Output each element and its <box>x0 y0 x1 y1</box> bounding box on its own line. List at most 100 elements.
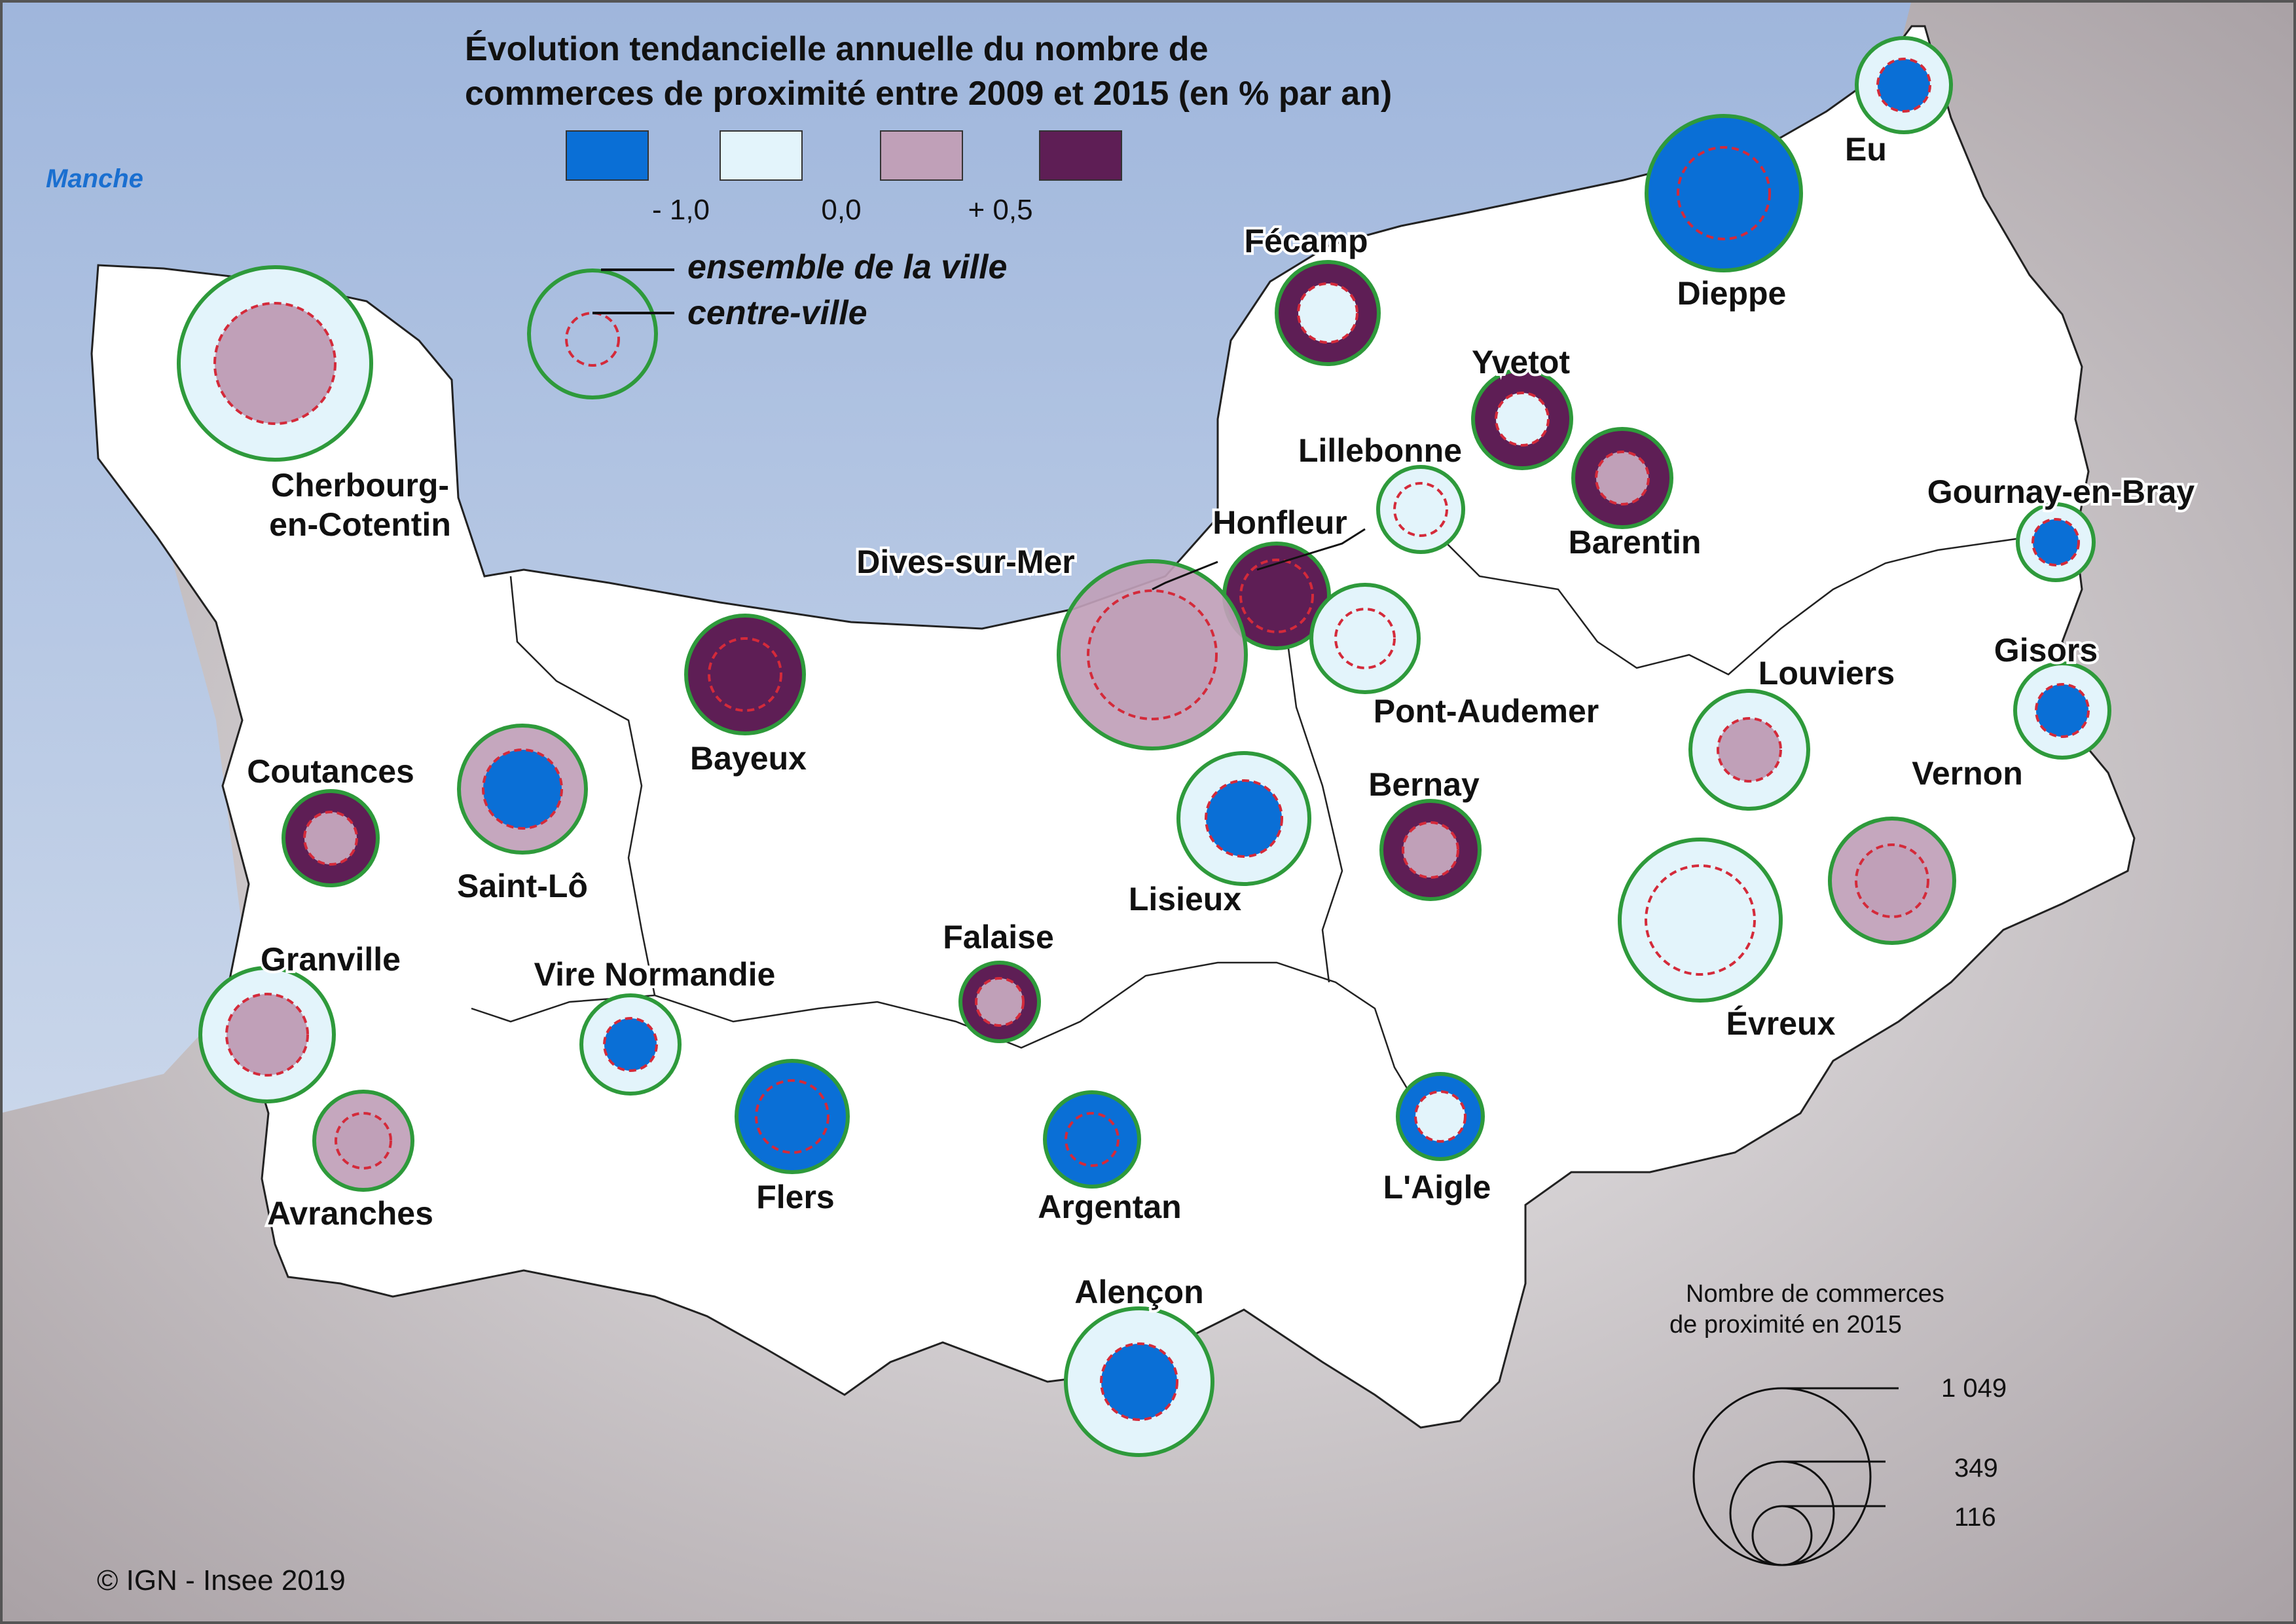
city-label: Bayeux <box>690 740 807 777</box>
city-label: Évreux <box>1726 1005 1836 1042</box>
city-label: Gournay-en-Bray <box>1927 473 2195 510</box>
city-bayeux: Bayeux <box>684 614 809 779</box>
size-legend-value-small: 116 <box>1954 1503 1996 1532</box>
city-centre-circle <box>708 637 782 712</box>
city-centre-circle <box>1595 451 1650 506</box>
city-centre-circle <box>2035 683 2090 738</box>
legend-title-line1: Évolution tendancielle annuelle du nombr… <box>465 30 1209 68</box>
city-gisors: Gisors <box>1992 629 2111 760</box>
size-legend-title-line2: de proximité en 2015 <box>1669 1311 1902 1338</box>
city-label: Pont-Audemer <box>1374 693 1599 729</box>
city-honfleur: Honfleur <box>1210 502 1350 650</box>
city-l-aigle: L'Aigle <box>1381 1072 1493 1208</box>
department-borders <box>471 536 2075 1101</box>
city-vire-normandie: Vire Normandie <box>532 953 778 1096</box>
city-label: Flers <box>756 1179 835 1215</box>
city-centre-circle <box>755 1079 829 1154</box>
city-saint-l: Saint-Lô <box>454 724 591 907</box>
size-legend-title-line1: Nombre de commerces <box>1686 1280 1944 1308</box>
city-falaise: Falaise <box>940 916 1057 1043</box>
sea <box>0 0 1912 1113</box>
city-centre-circle <box>1855 843 1929 918</box>
city-label: Lillebonne <box>1298 432 1462 469</box>
legend-label-minus: - 1,0 <box>652 194 710 226</box>
city-label: Louviers <box>1758 655 1895 692</box>
city-centre-circle <box>1297 282 1358 344</box>
city-label: Vire Normandie <box>534 956 776 993</box>
city-lillebonne: Lillebonne <box>1296 430 1465 554</box>
legend-ville-circle <box>527 268 658 399</box>
city-label: Lisieux <box>1129 881 1241 917</box>
city-avranches: Avranches <box>264 1090 436 1234</box>
sea-label: Manche <box>46 164 143 193</box>
city-vernon: Vernon <box>1828 752 2026 945</box>
city-label: Gisors <box>1994 632 2098 669</box>
city-label: Dives-sur-Mer <box>856 544 1074 580</box>
city-label: Falaise <box>943 919 1054 955</box>
city-centre-circle <box>1334 608 1396 669</box>
city-alen-on: Alençon <box>1064 1271 1214 1457</box>
city-label: Fécamp <box>1245 223 1368 259</box>
city-centre-circle <box>482 748 563 830</box>
city-centre-circle <box>213 302 337 425</box>
city-centre-circle <box>1414 1090 1467 1143</box>
city-label: Vernon <box>1912 755 2022 792</box>
city-label: Avranches <box>267 1195 433 1232</box>
label-leader-line <box>1152 561 1218 591</box>
legend-label-plus: + 0,5 <box>968 194 1032 226</box>
city-label: Barentin <box>1569 524 1702 561</box>
city-f-camp: Fécamp <box>1242 220 1381 366</box>
city-centre-circle <box>1645 864 1756 976</box>
city-gournay-en-bray: Gournay-en-Bray <box>1925 471 2197 582</box>
city-yvetot: Yvetot <box>1469 341 1573 470</box>
city-label: Cherbourg- <box>271 467 449 504</box>
legend-centre-circle <box>565 312 620 367</box>
city-label: Coutances <box>247 753 414 790</box>
city-centre-circle <box>1393 482 1448 537</box>
city-label: Yvetot <box>1472 344 1570 380</box>
city-centre-circle <box>2032 518 2080 566</box>
city-dieppe: Dieppe <box>1645 114 1803 314</box>
city-centre-circle <box>1876 58 1931 113</box>
city-centre-circle <box>225 993 309 1077</box>
copyright: © IGN - Insee 2019 <box>97 1564 346 1596</box>
city-symbols: Eu Dieppe Fécamp Yvetot Lillebonne Barentin Ch… <box>177 36 2197 1457</box>
city-centre-circle <box>1495 392 1550 447</box>
city-label: Argentan <box>1038 1189 1181 1225</box>
city-label: Bernay <box>1368 766 1480 803</box>
city-eu: Eu <box>1842 36 1953 170</box>
city-label: L'Aigle <box>1383 1169 1491 1206</box>
city-argentan: Argentan <box>1035 1090 1184 1228</box>
legend-box-light <box>720 130 803 181</box>
city-label: Granville <box>261 941 401 978</box>
city-centre-circle <box>1100 1342 1178 1421</box>
city-label: Eu <box>1845 131 1887 168</box>
city-flers: Flers <box>735 1059 850 1218</box>
city-label-line2: en-Cotentin <box>269 506 451 543</box>
city-centre-circle <box>335 1112 392 1170</box>
city-centre-circle <box>603 1017 658 1072</box>
city-cherbourg: Cherbourg-en-Cotentin <box>177 265 454 545</box>
size-legend-value-large: 1 049 <box>1941 1374 2007 1403</box>
city--vreux: Évreux <box>1618 838 1838 1044</box>
city-centre-circle <box>1205 779 1283 858</box>
city-louviers: Louviers <box>1688 652 1897 811</box>
city-label: Honfleur <box>1212 504 1347 541</box>
legend-box-blue <box>566 130 649 181</box>
legend-centre-label: centre-ville <box>687 294 867 332</box>
city-centre-circle <box>1065 1112 1120 1167</box>
city-pont-audemer: Pont-Audemer <box>1309 583 1601 732</box>
legend-box-purple <box>1039 130 1122 181</box>
city-centre-circle <box>1087 589 1218 720</box>
city-coutances: Coutances <box>244 750 417 887</box>
size-legend-value-medium: 349 <box>1954 1454 1998 1483</box>
city-bernay: Bernay <box>1366 764 1482 901</box>
label-leader-line <box>1256 528 1366 571</box>
city-centre-circle <box>1239 559 1314 633</box>
city-centre-circle <box>975 977 1025 1027</box>
legend-ville-label: ensemble de la ville <box>687 248 1007 286</box>
legend-box-pink <box>880 130 963 181</box>
city-centre-circle <box>303 811 358 866</box>
